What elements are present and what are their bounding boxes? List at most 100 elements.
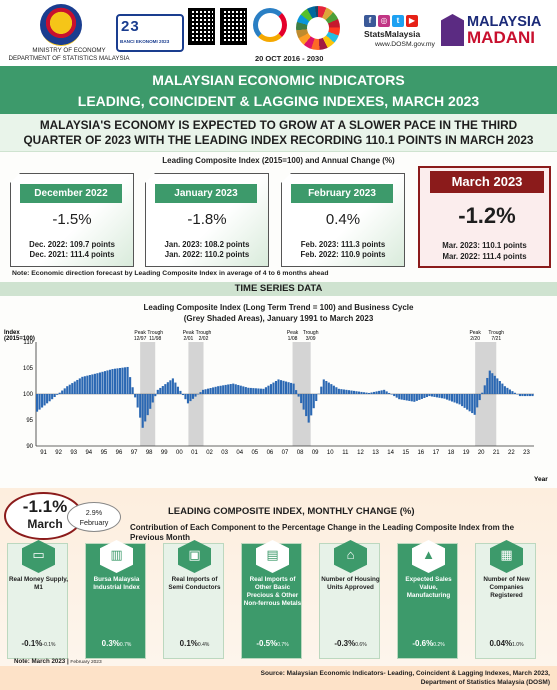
data-bar <box>204 389 207 394</box>
data-bar <box>166 382 169 394</box>
data-bar <box>234 384 237 394</box>
data-bar <box>121 367 124 394</box>
data-bar <box>174 382 177 394</box>
data-bar <box>51 394 54 400</box>
month-label: December 2022 <box>20 184 122 203</box>
data-bar <box>36 394 39 412</box>
data-bar <box>290 382 293 394</box>
component-change: 0.3% <box>101 639 120 648</box>
youtube-icon[interactable]: ▶ <box>406 15 418 27</box>
department-line: DEPARTMENT OF STATISTICS MALAYSIA <box>8 55 130 62</box>
x-tick-label: 18 <box>448 450 455 456</box>
facebook-icon[interactable]: f <box>364 15 376 27</box>
x-tick-label: 96 <box>116 450 123 456</box>
data-bar <box>239 385 242 394</box>
x-tick-label: 04 <box>236 450 243 456</box>
chart-ylabel-unit: (2015=100) <box>4 336 35 342</box>
data-bar <box>395 394 398 398</box>
data-bar <box>169 380 172 394</box>
data-bar <box>488 370 491 394</box>
chart-ylabel: Index <box>4 330 20 336</box>
data-bar <box>282 380 285 394</box>
component-name: Number of New Companies Registered <box>483 576 530 599</box>
website-link[interactable]: www.DOSM.gov.my <box>375 41 435 48</box>
data-bar <box>184 394 187 400</box>
x-tick-label: 15 <box>402 450 409 456</box>
data-bar <box>194 394 197 397</box>
qr-code-icon[interactable] <box>220 8 247 45</box>
x-tick-label: 07 <box>282 450 289 456</box>
month-change: 0.4% <box>325 211 361 228</box>
x-tick-label: 03 <box>221 450 228 456</box>
data-bar <box>425 394 428 398</box>
data-bar <box>423 394 426 398</box>
data-bar <box>207 388 210 394</box>
data-bar <box>335 387 338 394</box>
data-bar <box>66 386 69 394</box>
ministry-label: MINISTRY OF ECONOMY DEPARTMENT OF STATIS… <box>4 47 134 63</box>
data-bar <box>302 394 305 410</box>
data-bar <box>38 394 41 410</box>
data-bar <box>418 394 421 400</box>
data-bar <box>380 390 383 394</box>
cycle-label: 2/20 <box>470 336 480 342</box>
component-name: Number of Housing Units Approved <box>321 576 380 591</box>
x-tick-label: 09 <box>312 450 319 456</box>
data-bar <box>61 390 64 394</box>
page-title: MALAYSIAN ECONOMIC INDICATORS <box>152 72 405 88</box>
data-bar <box>159 387 162 394</box>
qr-code-icon[interactable] <box>188 8 215 45</box>
data-bar <box>249 387 252 394</box>
data-bar <box>473 394 476 415</box>
data-bar <box>264 387 267 394</box>
cycle-label: Trough <box>488 330 504 336</box>
monthly-change-title: LEADING COMPOSITE INDEX, MONTHLY CHANGE … <box>168 506 415 517</box>
current-month: March <box>27 517 63 531</box>
instagram-icon[interactable]: ◎ <box>378 15 390 27</box>
data-bar <box>483 385 486 394</box>
data-bar <box>300 394 303 404</box>
data-bar <box>476 394 479 408</box>
banci-ekonomi-logo: 23 BANCI EKONOMI 2023 <box>116 14 184 52</box>
stats-handle[interactable]: StatsMalaysia <box>364 29 421 39</box>
data-bar <box>101 371 104 394</box>
data-bar <box>98 372 101 394</box>
data-bar <box>139 394 142 418</box>
month-previous-points: Dec. 2021: 111.4 points <box>29 250 115 259</box>
data-bar <box>86 375 89 394</box>
data-bar <box>43 394 46 406</box>
x-tick-label: 12 <box>357 450 364 456</box>
data-bar <box>259 388 262 394</box>
data-bar <box>370 392 373 394</box>
data-bar <box>254 388 257 394</box>
source-text: Source: Malaysian Economic Indicators- L… <box>120 669 550 687</box>
data-bar <box>176 386 179 394</box>
component-change: -0.3% <box>334 639 356 648</box>
month-label: January 2023 <box>155 184 257 203</box>
chip-icon: ▣ <box>188 547 201 562</box>
component-metals: ▤ Real Imports of Other Basic Precious &… <box>241 540 302 659</box>
chart-plot-area: Peak12/97Trough11/98Peak2/01Trough2/02Pe… <box>23 330 534 456</box>
previous-monthly-change: 2.9% <box>85 508 103 517</box>
data-bar <box>242 386 245 394</box>
source-band <box>0 666 557 690</box>
stock-chart-icon: ▥ <box>110 547 123 562</box>
data-bar <box>528 394 532 397</box>
component-name: Real Money Supply, M1 <box>9 576 69 591</box>
data-bar <box>448 394 451 401</box>
month-change: -1.2% <box>458 203 516 228</box>
data-bar <box>272 382 275 394</box>
data-bar <box>217 386 220 394</box>
data-bar <box>212 387 215 394</box>
data-bar <box>408 394 411 401</box>
data-bar <box>252 388 255 394</box>
data-bar <box>513 392 516 394</box>
month-previous-points: Feb. 2022: 110.9 points <box>300 250 386 259</box>
data-bar <box>179 390 182 394</box>
data-bar <box>267 385 270 394</box>
data-bar <box>181 394 184 396</box>
hex-badge <box>178 540 211 573</box>
data-bar <box>106 370 109 394</box>
factory-icon: ▲ <box>422 547 435 562</box>
twitter-icon[interactable]: t <box>392 15 404 27</box>
